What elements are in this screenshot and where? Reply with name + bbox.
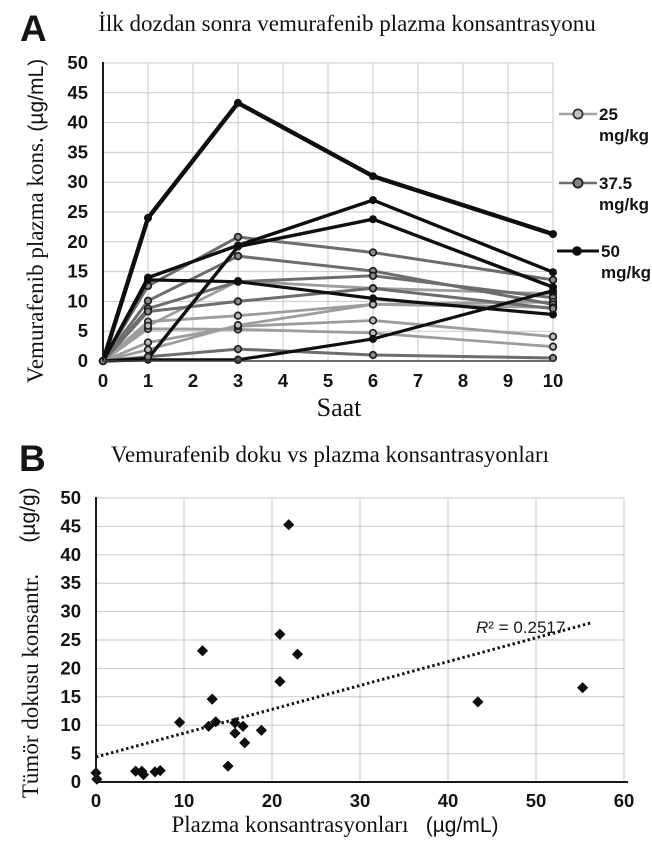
svg-text:45: 45 (60, 515, 81, 536)
svg-text:0: 0 (91, 790, 101, 811)
svg-text:Vemurafenib plazma kons. (µg/m: Vemurafenib plazma kons. (µg/mL) (23, 59, 48, 383)
svg-text:37.5: 37.5 (599, 174, 632, 193)
svg-text:8: 8 (458, 370, 468, 391)
svg-text:10: 10 (60, 714, 81, 735)
svg-text:50: 50 (67, 52, 88, 73)
svg-text:R² = 0.2517: R² = 0.2517 (476, 618, 565, 637)
svg-text:mg/kg: mg/kg (599, 126, 649, 145)
svg-text:A: A (20, 8, 47, 49)
svg-text:2: 2 (188, 370, 198, 391)
svg-text:7: 7 (413, 370, 423, 391)
svg-text:50: 50 (60, 487, 81, 508)
svg-text:Tümör dokusu konsantr.: Tümör dokusu konsantr. (18, 574, 43, 798)
svg-text:15: 15 (67, 261, 88, 282)
svg-text:5: 5 (78, 320, 88, 341)
svg-text:Saat: Saat (317, 393, 363, 422)
svg-text:mg/kg: mg/kg (601, 263, 651, 282)
svg-text:40: 40 (438, 790, 459, 811)
svg-text:(µg/g): (µg/g) (17, 487, 40, 542)
svg-text:15: 15 (60, 686, 81, 707)
svg-text:25: 25 (67, 201, 88, 222)
svg-text:40: 40 (67, 112, 88, 133)
svg-text:60: 60 (614, 790, 635, 811)
svg-text:25: 25 (60, 629, 81, 650)
svg-text:0: 0 (71, 771, 81, 792)
svg-text:50: 50 (601, 242, 620, 261)
svg-text:0: 0 (78, 350, 88, 371)
svg-text:10: 10 (174, 790, 195, 811)
svg-text:4: 4 (278, 370, 289, 391)
svg-text:45: 45 (67, 82, 88, 103)
svg-text:1: 1 (143, 370, 153, 391)
svg-text:30: 30 (60, 601, 81, 622)
svg-text:40: 40 (60, 544, 81, 565)
svg-text:İlk dozdan sonra vemurafenib p: İlk dozdan sonra vemurafenib plazma kons… (98, 11, 596, 36)
svg-text:0: 0 (98, 370, 108, 391)
svg-text:35: 35 (60, 572, 81, 593)
svg-text:B: B (19, 438, 46, 479)
svg-text:30: 30 (350, 790, 371, 811)
svg-text:6: 6 (368, 370, 378, 391)
svg-text:20: 20 (67, 231, 88, 252)
svg-text:mg/kg: mg/kg (599, 195, 649, 214)
svg-text:20: 20 (262, 790, 283, 811)
svg-text:10: 10 (543, 370, 564, 391)
svg-text:3: 3 (233, 370, 243, 391)
svg-text:Plazma konsantrasyonları (µg: Plazma konsantrasyonları (µg/mL) (172, 812, 499, 837)
svg-text:5: 5 (323, 370, 333, 391)
svg-text:5: 5 (71, 743, 81, 764)
svg-text:50: 50 (526, 790, 547, 811)
svg-text:20: 20 (60, 657, 81, 678)
svg-text:9: 9 (503, 370, 513, 391)
svg-text:Vemurafenib doku vs plazma kon: Vemurafenib doku vs plazma konsantrasyon… (111, 442, 549, 467)
svg-text:10: 10 (67, 290, 88, 311)
svg-text:25: 25 (599, 105, 618, 124)
svg-text:30: 30 (67, 171, 88, 192)
svg-text:35: 35 (67, 141, 88, 162)
